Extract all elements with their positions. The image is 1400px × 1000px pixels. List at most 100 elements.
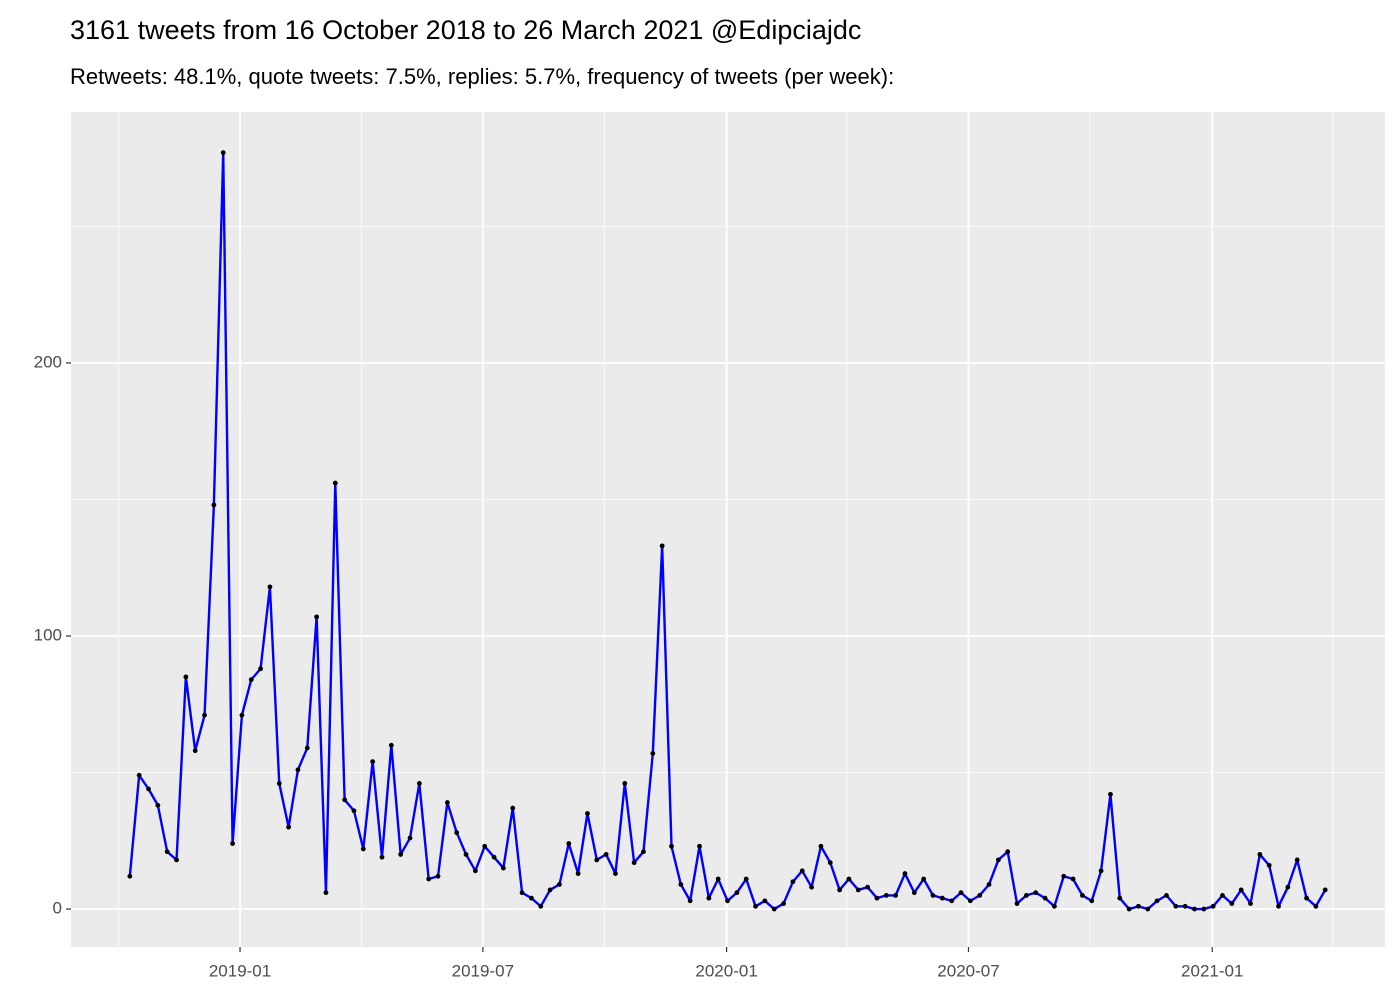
- data-point: [827, 860, 833, 866]
- y-tick-label: 200: [34, 352, 62, 371]
- data-point: [1080, 892, 1085, 898]
- plot-panel: [71, 112, 1385, 947]
- data-point: [949, 898, 955, 904]
- data-point: [883, 892, 889, 898]
- data-point: [1276, 903, 1281, 909]
- chart-subtitle: Retweets: 48.1%, quote tweets: 7.5%, rep…: [70, 64, 894, 89]
- data-point: [211, 502, 217, 508]
- data-point: [1229, 901, 1235, 906]
- data-point: [1173, 903, 1179, 909]
- data-point: [846, 876, 852, 882]
- data-point: [893, 892, 899, 898]
- data-point: [902, 871, 908, 876]
- data-point: [332, 480, 338, 486]
- x-tick-label: 2020-01: [695, 961, 757, 980]
- data-point: [472, 868, 478, 874]
- data-point: [1238, 887, 1244, 893]
- y-tick-label: 0: [53, 899, 62, 918]
- data-point: [1154, 898, 1160, 904]
- data-point: [146, 786, 151, 792]
- data-point: [388, 742, 394, 748]
- data-point: [500, 865, 506, 871]
- data-point: [136, 772, 142, 778]
- data-point: [444, 800, 450, 805]
- data-point: [1051, 903, 1057, 909]
- data-point: [613, 871, 618, 876]
- data-point: [874, 895, 880, 901]
- data-point: [734, 890, 740, 896]
- data-point: [1182, 903, 1188, 909]
- data-point: [678, 882, 684, 887]
- data-point: [435, 873, 441, 879]
- data-point: [557, 882, 562, 887]
- x-tick-label: 2020-07: [937, 961, 999, 980]
- data-point: [575, 871, 581, 876]
- data-point: [743, 876, 749, 882]
- data-point: [360, 846, 366, 852]
- data-point: [659, 543, 665, 549]
- data-point: [687, 898, 693, 904]
- data-point: [220, 150, 226, 156]
- data-point: [127, 873, 133, 879]
- data-point: [239, 712, 245, 718]
- data-point: [650, 751, 656, 756]
- data-point: [715, 876, 721, 882]
- data-point: [304, 745, 310, 751]
- data-point: [603, 852, 609, 857]
- data-point: [267, 584, 273, 590]
- data-point: [967, 898, 973, 904]
- data-point: [491, 854, 497, 860]
- data-point: [258, 666, 263, 672]
- data-point: [1089, 898, 1095, 904]
- data-point: [192, 748, 198, 754]
- data-point: [1322, 887, 1328, 893]
- data-point: [1098, 868, 1104, 874]
- data-point: [155, 802, 161, 808]
- data-point: [183, 674, 189, 680]
- data-point: [529, 895, 534, 901]
- data-point: [547, 887, 553, 893]
- data-point: [1126, 906, 1132, 912]
- data-point: [314, 614, 320, 620]
- data-point: [566, 841, 572, 846]
- data-point: [977, 892, 983, 898]
- data-point: [1304, 895, 1309, 901]
- data-point: [463, 852, 469, 857]
- x-tick-label: 2019-01: [209, 961, 271, 980]
- data-point: [1145, 906, 1151, 912]
- data-point: [230, 841, 235, 846]
- data-point: [1294, 857, 1300, 863]
- data-point: [286, 824, 291, 830]
- data-point: [510, 805, 516, 811]
- data-point: [202, 712, 207, 718]
- data-point: [762, 898, 768, 904]
- data-point: [986, 882, 992, 887]
- data-point: [697, 843, 702, 849]
- data-point: [1164, 892, 1169, 898]
- chart-title: 3161 tweets from 16 October 2018 to 26 M…: [70, 15, 861, 45]
- data-point: [1061, 873, 1067, 879]
- data-point: [837, 887, 843, 893]
- data-point: [958, 890, 964, 896]
- data-point: [799, 868, 805, 874]
- data-point: [1313, 903, 1319, 909]
- data-point: [323, 890, 329, 896]
- data-point: [482, 843, 488, 849]
- data-point: [781, 901, 786, 906]
- data-point: [921, 876, 927, 882]
- data-point: [1220, 892, 1225, 898]
- data-point: [622, 781, 628, 786]
- data-point: [164, 849, 170, 855]
- data-point: [416, 781, 422, 786]
- data-point: [865, 884, 871, 890]
- y-tick-label: 100: [34, 625, 62, 644]
- data-point: [855, 887, 861, 893]
- data-point: [641, 849, 646, 855]
- data-point: [1257, 852, 1263, 857]
- data-point: [295, 767, 301, 773]
- data-point: [725, 898, 730, 904]
- data-point: [538, 903, 544, 909]
- data-point: [1266, 862, 1272, 868]
- data-point: [790, 879, 796, 885]
- data-point: [174, 857, 179, 863]
